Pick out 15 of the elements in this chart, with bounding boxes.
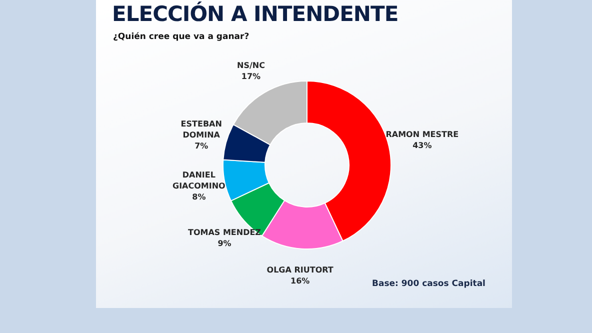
- data-label: 17%: [241, 71, 261, 80]
- data-label: 16%: [290, 276, 310, 285]
- data-label: 7%: [194, 140, 208, 150]
- chart-title: ELECCIÓN A INTENDENTE: [112, 2, 398, 26]
- text: Base: 900 casos Capital: [372, 279, 486, 289]
- data-label: 9%: [218, 238, 232, 248]
- data-label: 8%: [192, 192, 206, 202]
- slice-label: ESTEBAN DOMINA: [180, 118, 222, 139]
- data-label: 43%: [412, 140, 432, 150]
- slice-label: OLGA RIUTORT: [266, 264, 334, 274]
- slice-label: TOMAS MENDEZ: [188, 228, 262, 237]
- slice-label: RAMON MESTRE: [386, 129, 459, 138]
- slice-label: NS/NC: [237, 60, 266, 70]
- chart-subtitle: ¿Quién cree que va a ganar?: [113, 32, 250, 42]
- slice-label: DANIEL GIACOMINO: [172, 170, 226, 190]
